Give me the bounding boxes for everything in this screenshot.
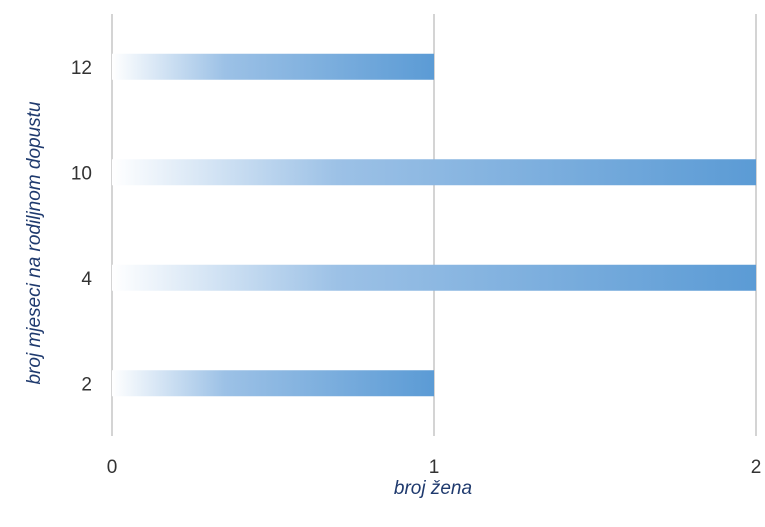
bar-4: [112, 264, 756, 291]
x-tick-label: 0: [107, 457, 118, 478]
y-axis-title: broj mjeseci na rodiljnom dopustu: [24, 101, 45, 384]
x-tick-label: 2: [751, 457, 762, 478]
bar-2: [112, 370, 434, 397]
y-tick-label: 2: [81, 374, 92, 395]
x-axis-title: broj žena: [394, 478, 472, 499]
y-tick-label: 10: [71, 163, 92, 184]
bars: [112, 53, 756, 397]
bar-10: [112, 159, 756, 186]
y-tick-label: 12: [71, 58, 92, 79]
x-tick-labels: 0 1 2: [107, 457, 762, 478]
y-tick-label: 4: [81, 269, 92, 290]
y-tick-labels: 2 4 10 12: [71, 58, 93, 396]
x-tick-label: 1: [429, 457, 440, 478]
gridlines: [111, 14, 757, 436]
bar-12: [112, 53, 434, 80]
